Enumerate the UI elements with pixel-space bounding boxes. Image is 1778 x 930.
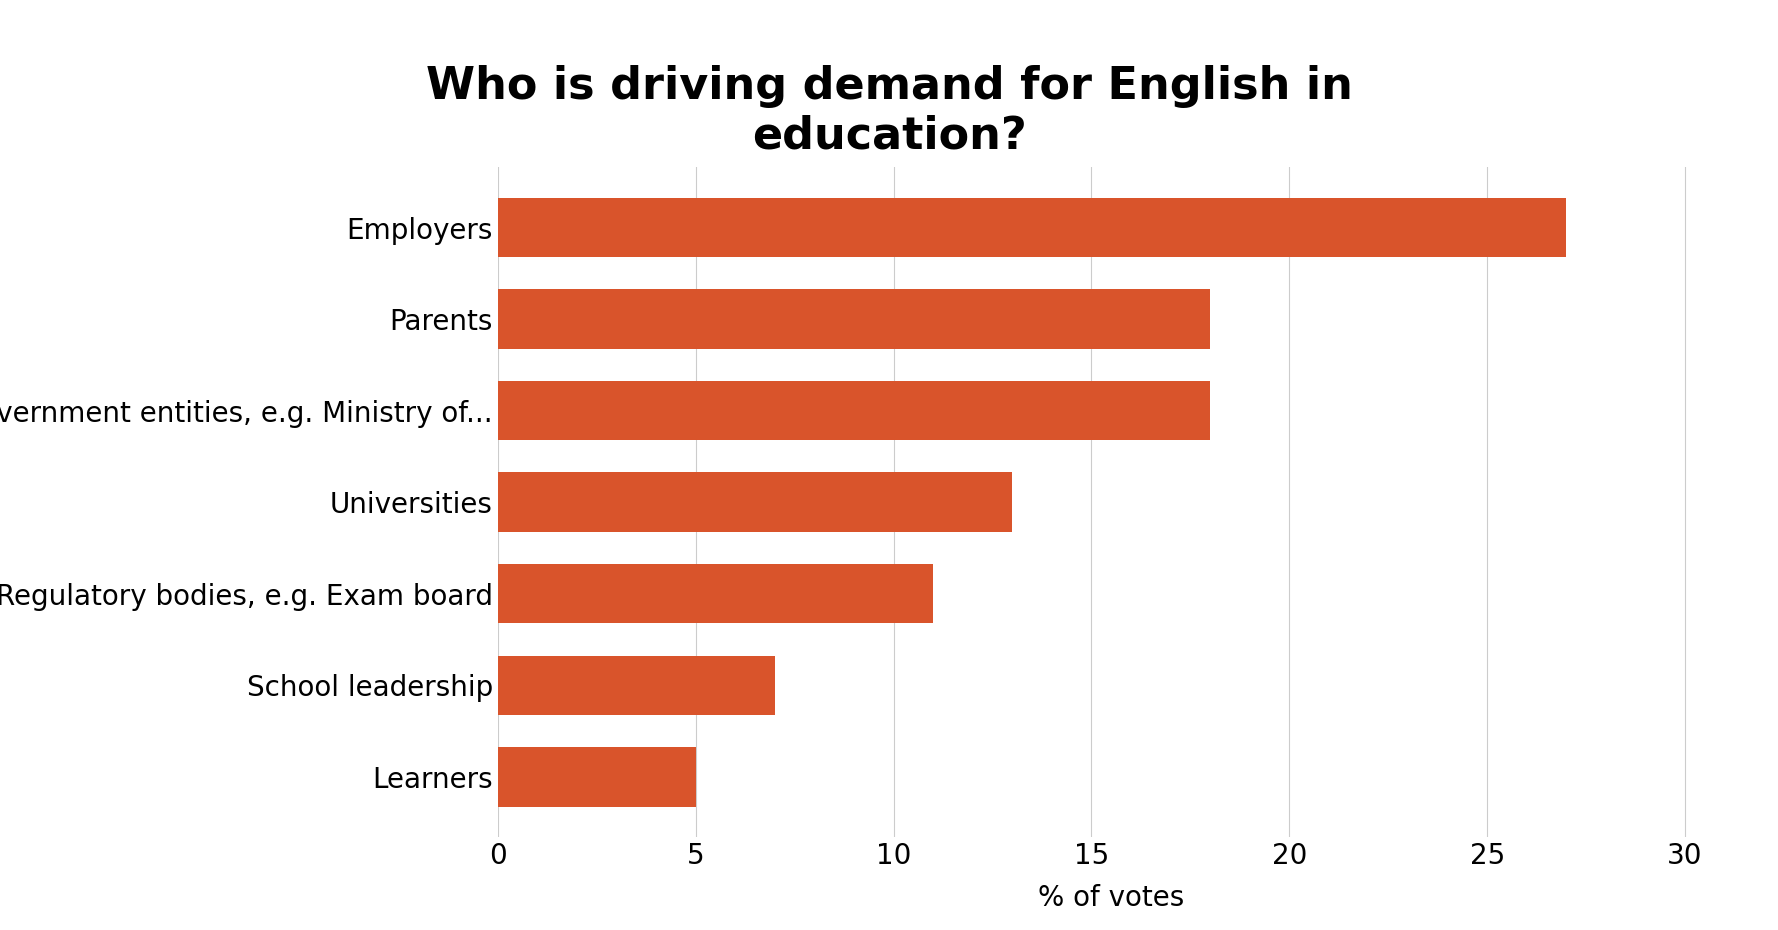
Text: Who is driving demand for English in
education?: Who is driving demand for English in edu…	[425, 65, 1353, 158]
Bar	[498, 564, 933, 623]
Bar	[498, 656, 775, 715]
Bar	[498, 289, 1211, 349]
Bar	[498, 198, 1566, 258]
Bar	[498, 381, 1211, 441]
X-axis label: % of votes: % of votes	[1038, 884, 1184, 911]
Bar	[498, 472, 1012, 532]
Bar	[498, 747, 695, 806]
